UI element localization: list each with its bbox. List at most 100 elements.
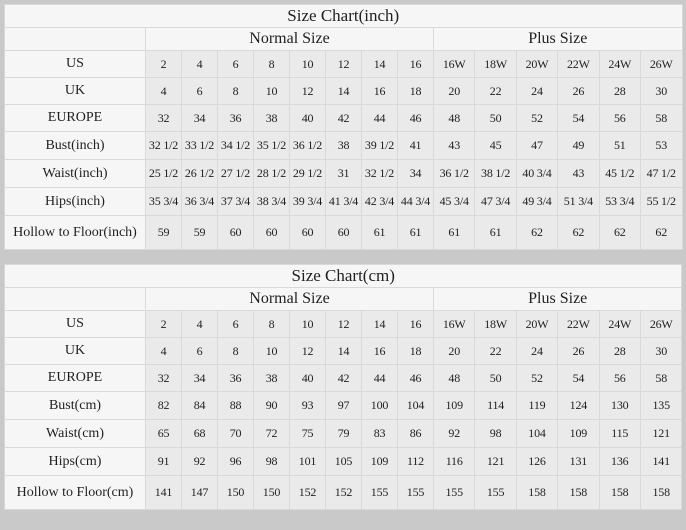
size-value-cell: 75 <box>289 419 326 448</box>
size-value-cell: 26W <box>639 310 683 338</box>
size-value-cell: 39 1/2 <box>361 131 398 160</box>
size-value-cell: 54 <box>557 364 600 392</box>
size-value-cell: 62 <box>515 215 559 250</box>
size-value-cell: 34 <box>181 364 218 392</box>
size-value-cell: 49 <box>557 131 600 160</box>
size-value-cell: 38 <box>253 364 290 392</box>
size-value-cell: 16 <box>397 310 434 338</box>
size-value-cell: 155 <box>397 475 434 510</box>
size-value-cell: 26W <box>639 50 683 78</box>
size-value-cell: 155 <box>432 475 476 510</box>
size-value-cell: 121 <box>474 447 517 476</box>
size-value-cell: 14 <box>325 337 362 365</box>
size-value-cell: 4 <box>181 310 218 338</box>
table-row: US 2 4 6 8 10 12 14 16 16W 18W 20W 22W 24W 26W <box>4 50 683 78</box>
size-value-cell: 83 <box>361 419 398 448</box>
size-value-cell: 18 <box>397 77 434 105</box>
row-label: US <box>4 310 146 338</box>
size-value-cell: 6 <box>181 337 218 365</box>
size-value-cell: 141 <box>639 447 683 476</box>
size-value-cell: 141 <box>145 475 182 510</box>
size-value-cell: 86 <box>397 419 434 448</box>
size-value-cell: 60 <box>289 215 326 250</box>
size-value-cell: 27 1/2 <box>217 159 254 188</box>
size-value-cell: 45 <box>474 131 517 160</box>
size-value-cell: 59 <box>145 215 182 250</box>
size-value-cell: 104 <box>515 419 559 448</box>
size-value-cell: 112 <box>397 447 434 476</box>
row-label: UK <box>4 77 146 105</box>
size-value-cell: 28 <box>598 77 641 105</box>
table-body: US 2 4 6 8 10 12 14 16 16W 18W 20W 22W 24W 26W UK 4 6 8 10 1… <box>4 310 683 510</box>
size-value-cell: 24W <box>598 50 641 78</box>
row-label: Hollow to Floor(cm) <box>4 475 146 510</box>
size-value-cell: 65 <box>145 419 182 448</box>
row-label: UK <box>4 337 146 365</box>
size-value-cell: 56 <box>598 104 641 132</box>
table-row: Bust(inch) 32 1/2 33 1/2 34 1/2 35 1/2 36 1/2… <box>4 131 683 160</box>
size-value-cell: 2 <box>145 50 182 78</box>
size-value-cell: 61 <box>432 215 476 250</box>
size-value-cell: 46 <box>397 364 434 392</box>
size-value-cell: 105 <box>325 447 362 476</box>
size-value-cell: 79 <box>325 419 362 448</box>
size-value-cell: 152 <box>325 475 362 510</box>
size-value-cell: 38 1/2 <box>474 159 517 188</box>
size-value-cell: 36 <box>217 364 254 392</box>
size-value-cell: 20W <box>515 50 559 78</box>
column-group-row: Normal Size Plus Size <box>4 27 683 51</box>
size-value-cell: 150 <box>253 475 290 510</box>
size-value-cell: 20 <box>432 337 476 365</box>
size-value-cell: 48 <box>432 364 476 392</box>
row-label: Hips(cm) <box>4 447 146 476</box>
size-value-cell: 32 <box>145 104 182 132</box>
size-value-cell: 37 3/4 <box>217 187 254 216</box>
size-value-cell: 55 1/2 <box>639 187 683 216</box>
size-value-cell: 54 <box>557 104 600 132</box>
row-label: EUROPE <box>4 104 146 132</box>
size-value-cell: 158 <box>557 475 600 510</box>
size-value-cell: 26 1/2 <box>181 159 218 188</box>
size-value-cell: 10 <box>253 337 290 365</box>
size-value-cell: 32 1/2 <box>361 159 398 188</box>
table-row: EUROPE 32 34 36 38 40 42 44 46 48 50 52 54 56 58 <box>4 364 683 392</box>
size-value-cell: 92 <box>181 447 218 476</box>
size-value-cell: 42 <box>325 364 362 392</box>
size-value-cell: 8 <box>217 337 254 365</box>
size-value-cell: 4 <box>145 337 182 365</box>
table-row: UK 4 6 8 10 12 14 16 18 20 22 24 26 28 30 <box>4 77 683 105</box>
size-value-cell: 158 <box>598 475 641 510</box>
size-value-cell: 147 <box>181 475 218 510</box>
size-value-cell: 38 <box>325 131 362 160</box>
table-row: Hollow to Floor(cm) 141 147 150 150 152 152 155… <box>4 475 683 510</box>
size-value-cell: 47 <box>515 131 559 160</box>
plus-size-header: Plus Size <box>432 287 683 311</box>
size-value-cell: 109 <box>557 419 600 448</box>
size-value-cell: 61 <box>397 215 434 250</box>
size-value-cell: 8 <box>253 310 290 338</box>
table-title-row: Size Chart(inch) <box>4 4 683 28</box>
size-value-cell: 45 1/2 <box>598 159 641 188</box>
table-title: Size Chart(cm) <box>3 264 683 288</box>
size-value-cell: 91 <box>145 447 182 476</box>
size-value-cell: 34 1/2 <box>217 131 254 160</box>
size-chart-cm-table: Size Chart(cm) Normal Size Plus Size US 2… <box>3 264 683 510</box>
size-value-cell: 109 <box>361 447 398 476</box>
size-value-cell: 2 <box>145 310 182 338</box>
size-value-cell: 60 <box>253 215 290 250</box>
size-value-cell: 8 <box>217 77 254 105</box>
size-value-cell: 30 <box>639 77 683 105</box>
size-value-cell: 50 <box>474 364 517 392</box>
size-value-cell: 136 <box>598 447 641 476</box>
size-value-cell: 16 <box>361 77 398 105</box>
size-value-cell: 36 1/2 <box>432 159 476 188</box>
table-row: EUROPE 32 34 36 38 40 42 44 46 48 50 52 54 56 58 <box>4 104 683 132</box>
size-value-cell: 61 <box>361 215 398 250</box>
size-value-cell: 26 <box>557 77 600 105</box>
size-value-cell: 14 <box>325 77 362 105</box>
size-value-cell: 4 <box>145 77 182 105</box>
size-chart-page: Size Chart(inch) Normal Size Plus Size U… <box>3 4 683 510</box>
row-label: EUROPE <box>4 364 146 392</box>
size-value-cell: 24 <box>515 77 559 105</box>
size-value-cell: 36 <box>217 104 254 132</box>
